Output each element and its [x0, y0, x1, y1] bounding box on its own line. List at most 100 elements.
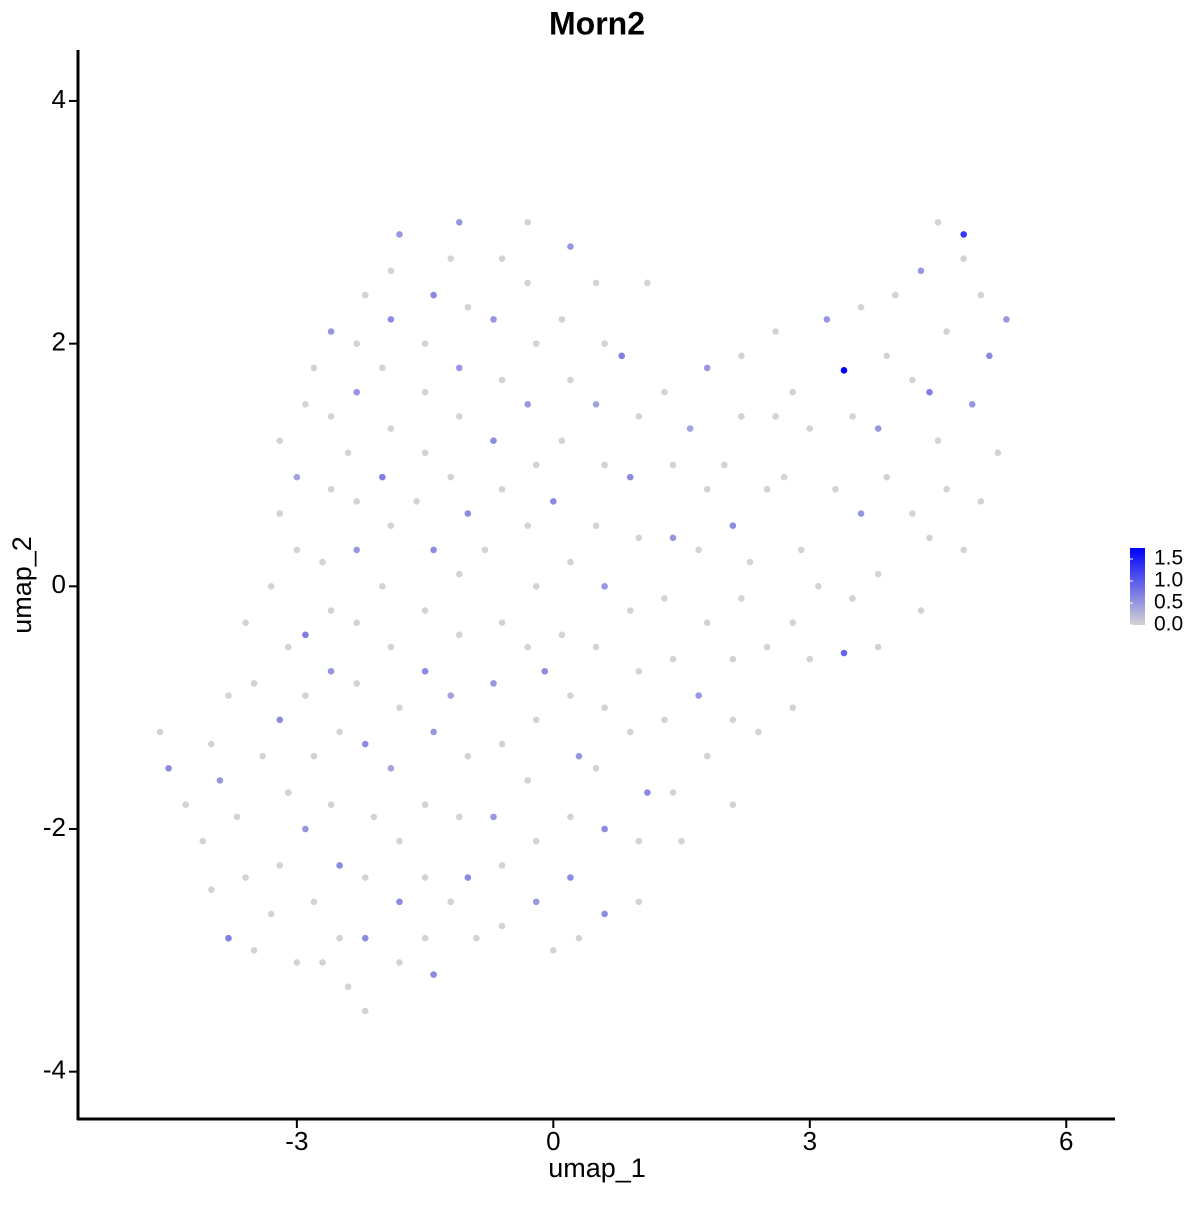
point: [789, 704, 797, 711]
point: [592, 765, 600, 772]
point: [430, 728, 437, 736]
point: [541, 667, 549, 675]
point: [678, 837, 685, 845]
point: [592, 279, 600, 287]
point: [370, 813, 378, 821]
point: [703, 752, 711, 760]
point: [379, 364, 386, 372]
point: [302, 825, 309, 833]
point: [626, 728, 634, 736]
point: [319, 558, 326, 566]
point: [327, 485, 335, 493]
point: [917, 607, 925, 614]
point: [156, 728, 164, 736]
point: [387, 316, 395, 323]
point: [532, 583, 540, 590]
point: [250, 947, 258, 954]
point: [421, 934, 429, 942]
point: [182, 801, 190, 809]
point: [618, 352, 626, 360]
y-axis-label: umap_2: [7, 536, 37, 634]
point: [464, 752, 472, 760]
point: [806, 655, 814, 663]
point: [447, 255, 455, 263]
point: [396, 959, 403, 966]
point: [464, 874, 472, 881]
point: [353, 619, 360, 627]
point: [635, 898, 643, 906]
x-tick-label: 3: [803, 1126, 817, 1156]
point: [849, 413, 856, 420]
point: [276, 437, 284, 445]
point: [310, 364, 318, 372]
point: [832, 485, 839, 493]
point: [550, 498, 557, 505]
point: [447, 898, 455, 906]
point: [592, 522, 600, 529]
point: [789, 619, 797, 627]
point: [421, 667, 429, 675]
point: [926, 534, 933, 542]
point: [772, 413, 779, 420]
point: [524, 219, 531, 226]
point: [344, 449, 352, 457]
point: [909, 376, 916, 384]
point: [532, 837, 540, 845]
point: [421, 874, 429, 881]
point: [327, 328, 335, 335]
point: [592, 401, 600, 408]
point: [498, 922, 506, 930]
point: [233, 813, 241, 821]
point: [558, 631, 566, 639]
y-tick-label: 4: [52, 84, 66, 114]
point: [524, 279, 531, 287]
point: [703, 364, 711, 372]
point: [738, 413, 745, 420]
point: [447, 473, 455, 481]
y-tick-label: -2: [43, 812, 66, 842]
colorbar-tick-label: 0.0: [1154, 613, 1183, 636]
point: [669, 461, 677, 469]
point: [344, 983, 352, 991]
point: [789, 388, 797, 396]
point: [396, 231, 403, 238]
colorbar-tick-label: 1.0: [1154, 569, 1183, 592]
point: [626, 473, 634, 481]
point: [327, 607, 335, 614]
point: [361, 874, 369, 881]
point: [601, 825, 608, 833]
point: [455, 570, 463, 578]
point: [601, 583, 608, 590]
point: [857, 510, 865, 517]
point: [909, 510, 916, 517]
point: [276, 510, 284, 517]
point: [550, 947, 557, 954]
point: [883, 352, 891, 360]
point: [567, 243, 574, 250]
point: [729, 716, 737, 724]
x-tick-label: -3: [285, 1126, 308, 1156]
point: [430, 546, 437, 554]
point: [455, 631, 463, 639]
point: [874, 643, 882, 651]
point: [977, 498, 985, 505]
point: [669, 655, 677, 663]
point: [729, 655, 737, 663]
point: [267, 910, 275, 918]
x-tick-label: 0: [546, 1126, 560, 1156]
point: [532, 716, 540, 724]
point: [772, 328, 779, 335]
point: [302, 631, 309, 639]
point: [387, 267, 395, 275]
point: [302, 401, 309, 408]
point: [746, 558, 754, 566]
point: [601, 340, 608, 347]
point: [669, 789, 677, 796]
point: [242, 619, 249, 627]
point: [379, 583, 386, 590]
chart-title: Morn2: [549, 5, 645, 41]
point: [396, 704, 403, 711]
point: [490, 813, 497, 821]
point: [883, 473, 891, 481]
point: [361, 1007, 369, 1015]
